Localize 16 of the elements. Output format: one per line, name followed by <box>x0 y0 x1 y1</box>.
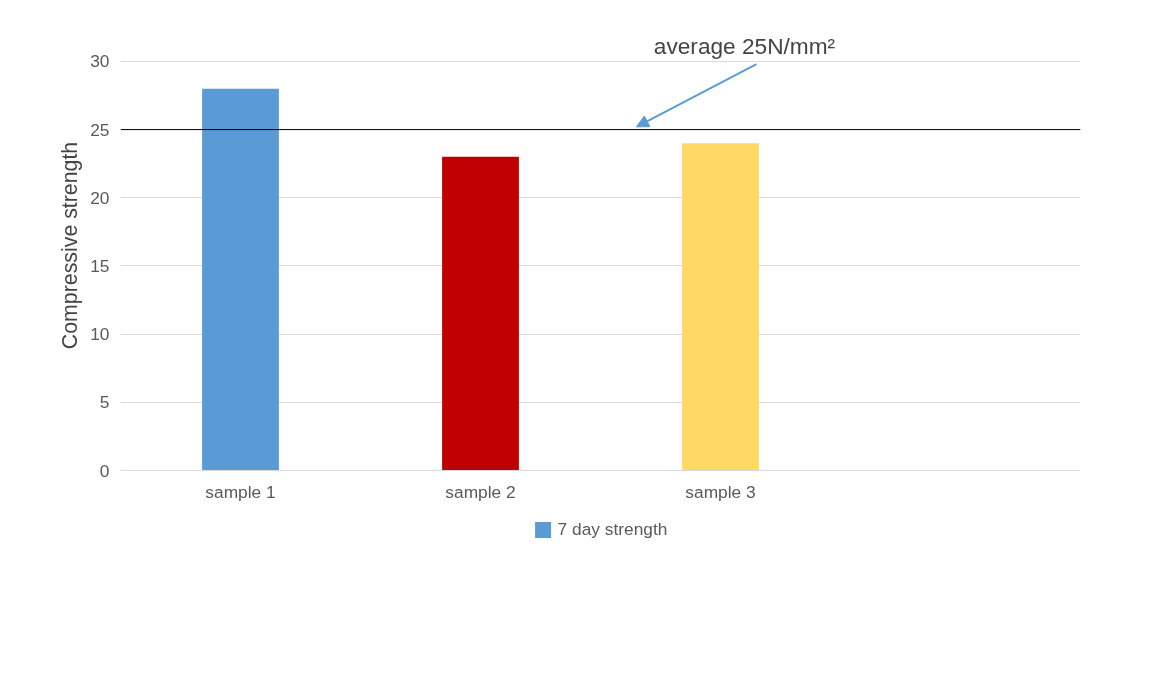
y-tick-label: 0 <box>99 460 110 481</box>
y-tick-label: 30 <box>90 51 110 72</box>
legend-label: 7 day strength <box>557 518 668 540</box>
x-tick-label: sample 2 <box>445 481 516 502</box>
y-tick-label: 20 <box>90 187 110 208</box>
ref-line-label: average 25N/mm² <box>653 33 836 60</box>
y-tick-label: 15 <box>90 255 110 276</box>
bar <box>202 88 279 471</box>
x-tick-label: sample 3 <box>685 481 756 502</box>
y-tick-label: 5 <box>99 392 110 413</box>
y-tick-label: 10 <box>90 324 110 345</box>
y-axis-title: Compressive strength <box>58 141 83 350</box>
bar <box>682 143 759 471</box>
y-tick-label: 25 <box>90 119 110 140</box>
x-tick-label: sample 1 <box>205 481 276 502</box>
bar <box>442 156 519 471</box>
